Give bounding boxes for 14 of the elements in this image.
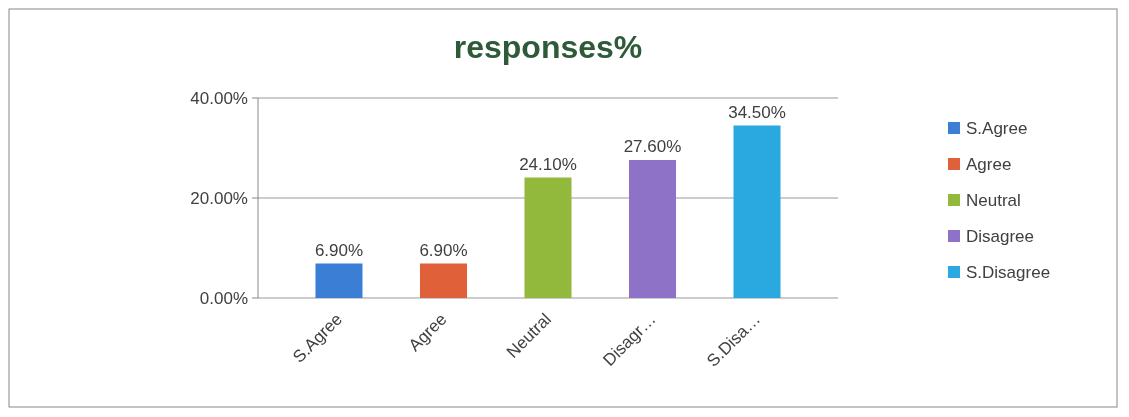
chart-title: responses% — [453, 29, 643, 65]
legend-label: S.Agree — [966, 118, 1028, 138]
legend-label: S.Disagree — [966, 262, 1051, 282]
data-label: 6.90% — [419, 240, 468, 260]
data-label: 6.90% — [314, 240, 364, 260]
legend-label: Neutral — [966, 190, 1021, 210]
y-tick-label: 0.00% — [199, 288, 248, 308]
legend-label: Disagree — [966, 226, 1035, 246]
legend-label: Agree — [966, 154, 1012, 174]
y-tick-label: 20.00% — [190, 188, 248, 208]
data-label: 34.50% — [728, 102, 786, 122]
y-tick-label: 40.00% — [190, 88, 248, 108]
data-label: 24.10% — [519, 154, 577, 174]
data-label: 27.60% — [623, 137, 682, 156]
